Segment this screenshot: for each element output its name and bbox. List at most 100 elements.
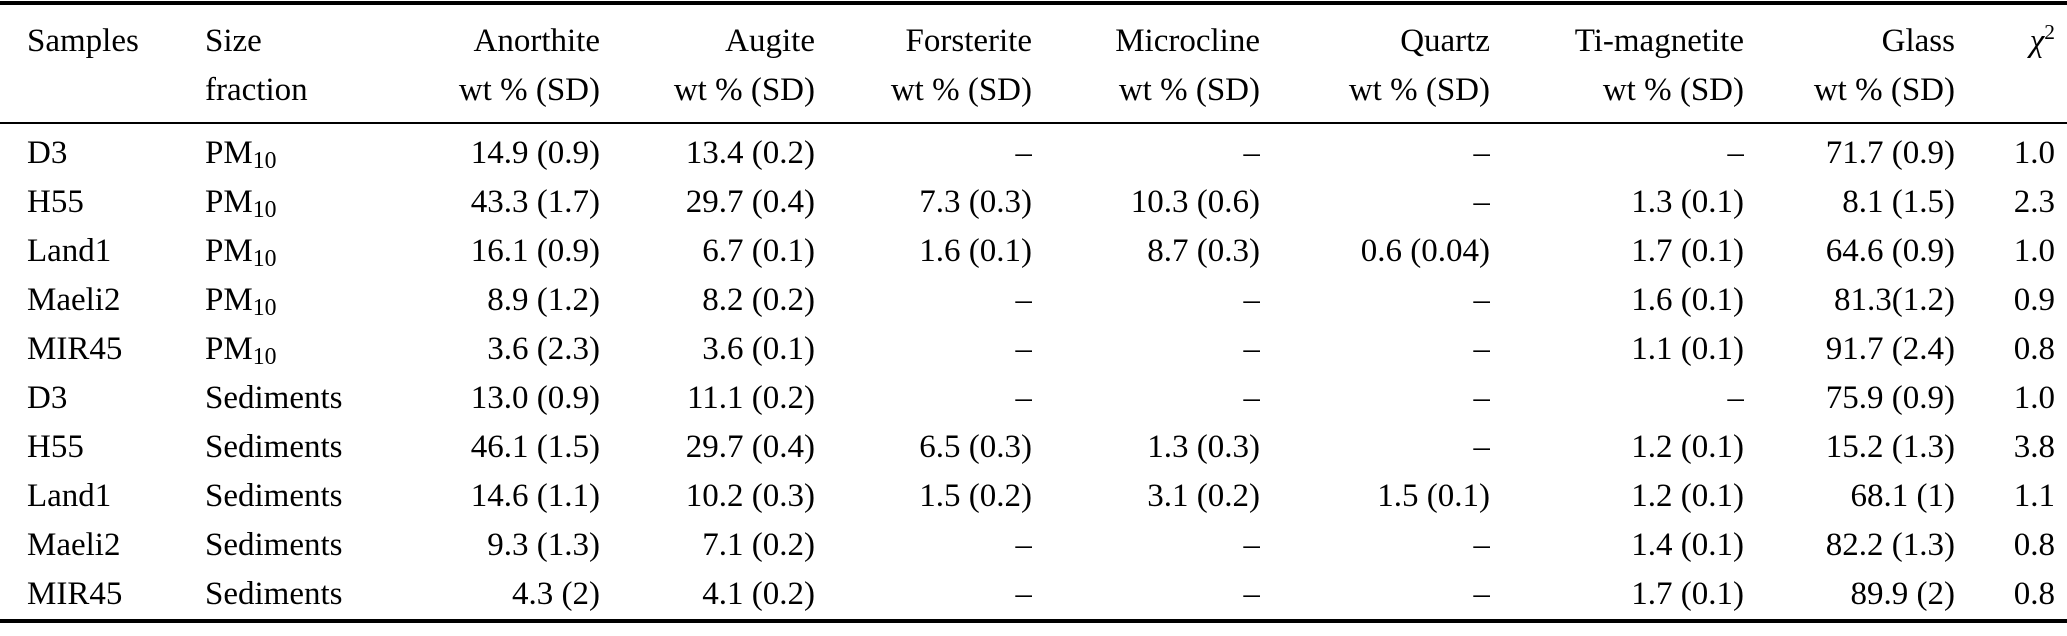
table-row: H55 PM10 43.3 (1.7) 29.7 (0.4) 7.3 (0.3) 10.3… <box>0 178 2067 227</box>
col-subtitle: wt % (SD) <box>458 72 600 108</box>
cell-chi_squared: 0.9 <box>2013 282 2055 318</box>
cell-ti_magnetite: 1.2 (0.1) <box>1631 429 1744 465</box>
col-title: Augite <box>725 23 815 59</box>
col-subtitle: wt % (SD) <box>1813 72 1955 108</box>
cell-ti_magnetite: 1.7 (0.1) <box>1631 576 1744 612</box>
table-body: D3 PM10 14.9 (0.9) 13.4 (0.2) – – – –71.7 (0.9)… <box>0 123 2067 621</box>
cell-glass: 91.7 (2.4) <box>1825 331 1955 367</box>
cell-augite: 3.6 (0.1) <box>702 331 815 367</box>
cell-size-fraction: PM10 <box>205 123 370 178</box>
col-header-augite: Augite wt % (SD) <box>600 3 815 123</box>
col-header-samples: Samples <box>0 3 205 123</box>
cell-microcline: – <box>1243 282 1261 318</box>
cell-quartz: – <box>1473 184 1491 220</box>
col-header-ti_magnetite: Ti-magnetite wt % (SD) <box>1490 3 1744 123</box>
cell-augite: 13.4 (0.2) <box>685 135 815 171</box>
cell-ti_magnetite: – <box>1727 135 1745 171</box>
size-fraction-label: PM <box>205 184 253 220</box>
cell-sample: MIR45 <box>27 331 123 367</box>
cell-forsterite: – <box>1015 380 1033 416</box>
size-fraction-label: PM <box>205 233 253 269</box>
col-subtitle: wt % (SD) <box>1118 72 1260 108</box>
cell-chi_squared: 1.0 <box>2013 233 2055 269</box>
chi-exponent: 2 <box>2044 20 2055 45</box>
col-header-microcline: Microcline wt % (SD) <box>1032 3 1260 123</box>
cell-ti_magnetite: 1.1 (0.1) <box>1631 331 1744 367</box>
col-header-anorthite: Anorthite wt % (SD) <box>370 3 600 123</box>
cell-anorthite: 3.6 (2.3) <box>487 331 600 367</box>
size-fraction-label: PM <box>205 331 253 367</box>
col-title: Size <box>205 23 262 59</box>
cell-chi_squared: 3.8 <box>2013 429 2055 465</box>
cell-forsterite: – <box>1015 527 1033 563</box>
col-subtitle: wt % (SD) <box>1348 72 1490 108</box>
col-subtitle: fraction <box>205 72 308 108</box>
cell-glass: 15.2 (1.3) <box>1825 429 1955 465</box>
cell-forsterite: 6.5 (0.3) <box>919 429 1032 465</box>
cell-ti_magnetite: – <box>1727 380 1745 416</box>
col-title: Anorthite <box>473 23 600 59</box>
col-subtitle <box>27 65 205 122</box>
cell-microcline: – <box>1243 135 1261 171</box>
cell-chi_squared: 1.0 <box>2013 135 2055 171</box>
cell-quartz: 0.6 (0.04) <box>1360 233 1490 269</box>
size-fraction-label: Sediments <box>205 478 343 514</box>
cell-sample: H55 <box>27 429 84 465</box>
cell-glass: 82.2 (1.3) <box>1825 527 1955 563</box>
size-fraction-subscript: 10 <box>252 246 277 273</box>
size-fraction-label: Sediments <box>205 576 343 612</box>
cell-size-fraction: PM10 <box>205 325 370 374</box>
col-header-forsterite: Forsterite wt % (SD) <box>815 3 1032 123</box>
cell-chi_squared: 0.8 <box>2013 527 2055 563</box>
cell-size-fraction: PM10 <box>205 227 370 276</box>
cell-sample: D3 <box>27 380 68 416</box>
cell-microcline: – <box>1243 380 1261 416</box>
cell-augite: 6.7 (0.1) <box>702 233 815 269</box>
cell-glass: 81.3(1.2) <box>1834 282 1955 318</box>
col-header-quartz: Quartz wt % (SD) <box>1260 3 1490 123</box>
size-fraction-label: Sediments <box>205 380 343 416</box>
header-row: Samples Size fraction Anorthite wt % (SD) Aug… <box>0 3 2067 123</box>
size-fraction-subscript: 10 <box>252 197 277 224</box>
cell-forsterite: 1.5 (0.2) <box>919 478 1032 514</box>
cell-augite: 29.7 (0.4) <box>685 184 815 220</box>
cell-chi_squared: 0.8 <box>2013 576 2055 612</box>
col-title: χ2 <box>1955 5 2055 65</box>
table-row: Land1 Sediments 14.6 (1.1) 10.2 (0.3) 1.5 (0… <box>0 472 2067 521</box>
size-fraction-label: PM <box>205 135 253 171</box>
col-title: Glass <box>1881 23 1955 59</box>
cell-augite: 29.7 (0.4) <box>685 429 815 465</box>
cell-glass: 64.6 (0.9) <box>1825 233 1955 269</box>
cell-sample: D3 <box>27 135 68 171</box>
cell-augite: 11.1 (0.2) <box>686 380 815 416</box>
size-fraction-subscript: 10 <box>252 344 277 371</box>
cell-microcline: 10.3 (0.6) <box>1130 184 1260 220</box>
cell-anorthite: 13.0 (0.9) <box>470 380 600 416</box>
cell-anorthite: 14.6 (1.1) <box>470 478 600 514</box>
cell-size-fraction: Sediments <box>205 374 370 423</box>
col-subtitle: wt % (SD) <box>890 72 1032 108</box>
cell-quartz: 1.5 (0.1) <box>1377 478 1490 514</box>
col-header-glass: Glass wt % (SD) <box>1744 3 1955 123</box>
table-row: D3 PM10 14.9 (0.9) 13.4 (0.2) – – – – 71.7 (0.9)… <box>0 123 2067 178</box>
col-title: Samples <box>27 23 139 59</box>
size-fraction-subscript: 10 <box>252 295 277 322</box>
cell-size-fraction: Sediments <box>205 521 370 570</box>
cell-size-fraction: Sediments <box>205 570 370 621</box>
cell-ti_magnetite: 1.6 (0.1) <box>1631 282 1744 318</box>
cell-sample: Maeli2 <box>27 282 121 318</box>
table-row: D3 Sediments 13.0 (0.9) 11.1 (0.2) – – – – 75.9 … <box>0 374 2067 423</box>
col-subtitle: wt % (SD) <box>1602 72 1744 108</box>
cell-chi_squared: 1.1 <box>2013 478 2055 514</box>
cell-glass: 8.1 (1.5) <box>1842 184 1955 220</box>
cell-ti_magnetite: 1.4 (0.1) <box>1631 527 1744 563</box>
cell-glass: 75.9 (0.9) <box>1825 380 1955 416</box>
cell-size-fraction: Sediments <box>205 472 370 521</box>
mineralogy-table: Samples Size fraction Anorthite wt % (SD) Aug… <box>0 1 2067 623</box>
cell-chi_squared: 2.3 <box>2013 184 2055 220</box>
cell-forsterite: – <box>1015 282 1033 318</box>
cell-augite: 4.1 (0.2) <box>702 576 815 612</box>
cell-augite: 7.1 (0.2) <box>702 527 815 563</box>
cell-glass: 71.7 (0.9) <box>1825 135 1955 171</box>
table-row: Land1 PM10 16.1 (0.9) 6.7 (0.1) 1.6 (0.1) 8.7… <box>0 227 2067 276</box>
